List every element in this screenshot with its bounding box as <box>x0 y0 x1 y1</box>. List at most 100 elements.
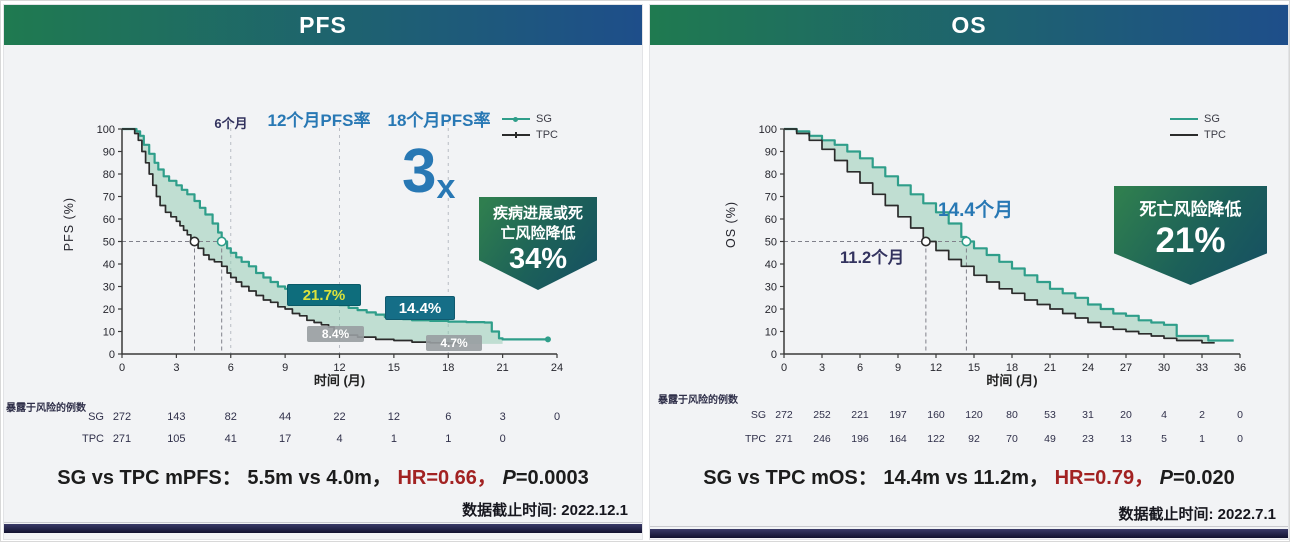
tpc-tick-marker <box>515 132 517 138</box>
svg-text:90: 90 <box>765 147 777 159</box>
svg-text:0: 0 <box>771 349 777 361</box>
legend-label-tpc: TPC <box>536 129 558 141</box>
legend-item-sg: SG <box>1170 113 1226 125</box>
os-legend: SG TPC <box>1170 113 1226 141</box>
svg-text:12: 12 <box>333 362 345 374</box>
svg-text:36: 36 <box>1234 362 1246 374</box>
pfs-data-cutoff: 数据截止时间: 2022.12.1 <box>462 502 628 519</box>
svg-text:30: 30 <box>103 282 115 294</box>
svg-text:21: 21 <box>497 362 509 374</box>
threefold-improvement-annotation: 3x <box>402 141 456 206</box>
svg-text:时间 (月): 时间 (月) <box>314 373 365 388</box>
os-header: OS <box>650 5 1288 45</box>
svg-text:100: 100 <box>759 124 777 136</box>
svg-text:100: 100 <box>97 124 115 136</box>
legend-item-sg: SG <box>502 113 558 125</box>
svg-text:70: 70 <box>765 192 777 204</box>
os-summary: SG vs TPC mOS： 14.4m vs 11.2m， HR=0.79， … <box>650 461 1288 490</box>
svg-text:9: 9 <box>895 362 901 374</box>
sg-line-swatch <box>502 116 530 122</box>
sg-18m-rate-box: 14.4% <box>385 296 455 320</box>
badge-percentage: 34% <box>508 243 568 275</box>
svg-text:10: 10 <box>103 327 115 339</box>
svg-text:12: 12 <box>930 362 942 374</box>
svg-text:24: 24 <box>1082 362 1094 374</box>
pfs-bottom-bar <box>4 524 642 533</box>
os-title: OS <box>951 11 987 38</box>
badge-text-line1: 死亡风险降低 <box>1139 200 1242 219</box>
svg-text:18: 18 <box>442 362 454 374</box>
summary-p-value: P=0.020 <box>1159 467 1235 489</box>
tpc-12m-rate-box: 8.4% <box>307 326 364 342</box>
pfs-summary: SG vs TPC mPFS： 5.5m vs 4.0m， HR=0.66， P… <box>4 461 642 490</box>
svg-text:33: 33 <box>1196 362 1208 374</box>
pfs-12-month-rate-title: 12个月PFS率 <box>267 111 371 130</box>
pfs-6-month-label: 6个月 <box>214 116 248 131</box>
summary-values: 5.5m vs 4.0m， <box>247 467 392 489</box>
tpc-line-swatch <box>1170 134 1198 136</box>
pfs-legend: SG TPC <box>502 113 558 141</box>
os-panel: OS 0 3 6 9 12 15 18 21 24 27 30 33 36 0 10 20 30 40 50 60 70… <box>649 4 1289 540</box>
svg-text:21: 21 <box>1044 362 1056 374</box>
svg-text:9: 9 <box>282 362 288 374</box>
svg-text:27: 27 <box>1120 362 1132 374</box>
sg-dot-marker <box>513 116 518 122</box>
svg-text:50: 50 <box>765 237 777 249</box>
pfs-title: PFS <box>299 11 347 38</box>
multiplier-value: 3 <box>402 137 437 206</box>
svg-text:30: 30 <box>765 282 777 294</box>
multiplier-suffix: x <box>436 168 456 206</box>
legend-item-tpc: TPC <box>502 129 558 141</box>
svg-text:10: 10 <box>765 327 777 339</box>
legend-item-tpc: TPC <box>1170 129 1226 141</box>
pfs-18-month-rate-title: 18个月PFS率 <box>387 111 491 130</box>
svg-text:24: 24 <box>551 362 563 374</box>
svg-text:60: 60 <box>103 214 115 226</box>
summary-label: SG vs TPC mPFS： <box>57 467 242 489</box>
os-km-chart: 0 3 6 9 12 15 18 21 24 27 30 33 36010203040506070809… <box>759 124 1246 388</box>
svg-text:0: 0 <box>109 349 115 361</box>
badge-text-line2: 亡风险降低 <box>500 224 576 242</box>
badge-percentage: 21% <box>1155 221 1226 261</box>
svg-text:0: 0 <box>781 362 787 374</box>
sg-line-swatch <box>1170 118 1198 120</box>
svg-text:70: 70 <box>103 192 115 204</box>
svg-text:15: 15 <box>388 362 400 374</box>
summary-values: 14.4m vs 11.2m， <box>883 467 1050 489</box>
os-sg-median-label: 14.4个月 <box>938 200 1013 221</box>
legend-label-sg: SG <box>1204 113 1220 125</box>
os-data-cutoff: 数据截止时间: 2022.7.1 <box>1118 506 1276 523</box>
svg-text:20: 20 <box>103 304 115 316</box>
legend-label-tpc: TPC <box>1204 129 1226 141</box>
svg-text:50: 50 <box>103 237 115 249</box>
badge-text-line1: 疾病进展或死 <box>492 205 583 222</box>
svg-text:时间 (月): 时间 (月) <box>986 373 1037 388</box>
svg-text:20: 20 <box>765 304 777 316</box>
pfs-header: PFS <box>4 5 642 45</box>
os-tpc-median-label: 11.2个月 <box>840 249 905 267</box>
svg-text:3: 3 <box>819 362 825 374</box>
svg-text:40: 40 <box>103 259 115 271</box>
summary-label: SG vs TPC mOS： <box>703 467 878 489</box>
summary-hazard-ratio: HR=0.79， <box>1054 467 1155 489</box>
pfs-panel: PFS 0 3 6 9 12 15 18 21 24 0 10 20 30 40 50 60 70 80 90 100… <box>3 4 643 540</box>
svg-text:6: 6 <box>857 362 863 374</box>
svg-text:15: 15 <box>968 362 980 374</box>
os-divider-rule <box>650 526 1288 527</box>
svg-text:80: 80 <box>765 169 777 181</box>
svg-text:40: 40 <box>765 259 777 271</box>
summary-p-value: P=0.0003 <box>502 467 589 489</box>
svg-text:30: 30 <box>1158 362 1170 374</box>
os-y-axis-label: OS (%) <box>724 201 738 248</box>
svg-text:3: 3 <box>173 362 179 374</box>
svg-text:0: 0 <box>119 362 125 374</box>
pfs-y-axis-label: PFS (%) <box>62 197 76 252</box>
svg-text:60: 60 <box>765 214 777 226</box>
svg-text:80: 80 <box>103 169 115 181</box>
svg-text:18: 18 <box>1006 362 1018 374</box>
os-bottom-bar <box>650 529 1288 538</box>
svg-text:6: 6 <box>228 362 234 374</box>
tpc-18m-rate-box: 4.7% <box>426 335 482 351</box>
sg-12m-rate-box: 21.7% <box>287 284 361 306</box>
